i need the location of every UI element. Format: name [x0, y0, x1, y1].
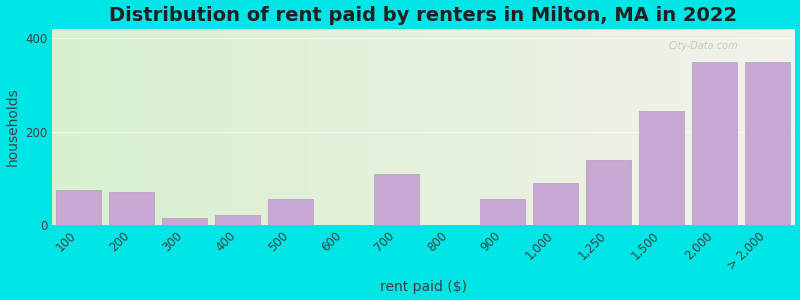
- X-axis label: rent paid ($): rent paid ($): [380, 280, 467, 294]
- Bar: [480, 199, 526, 225]
- Bar: [268, 199, 314, 225]
- Bar: [586, 160, 631, 225]
- Bar: [746, 61, 790, 225]
- Bar: [534, 183, 578, 225]
- Bar: [162, 218, 207, 225]
- Text: City-Data.com: City-Data.com: [668, 40, 738, 51]
- Bar: [374, 173, 419, 225]
- Bar: [215, 215, 260, 225]
- Title: Distribution of rent paid by renters in Milton, MA in 2022: Distribution of rent paid by renters in …: [110, 6, 738, 25]
- Bar: [639, 110, 685, 225]
- Bar: [110, 192, 154, 225]
- Bar: [56, 190, 102, 225]
- Y-axis label: households: households: [6, 88, 19, 166]
- Bar: [692, 61, 738, 225]
